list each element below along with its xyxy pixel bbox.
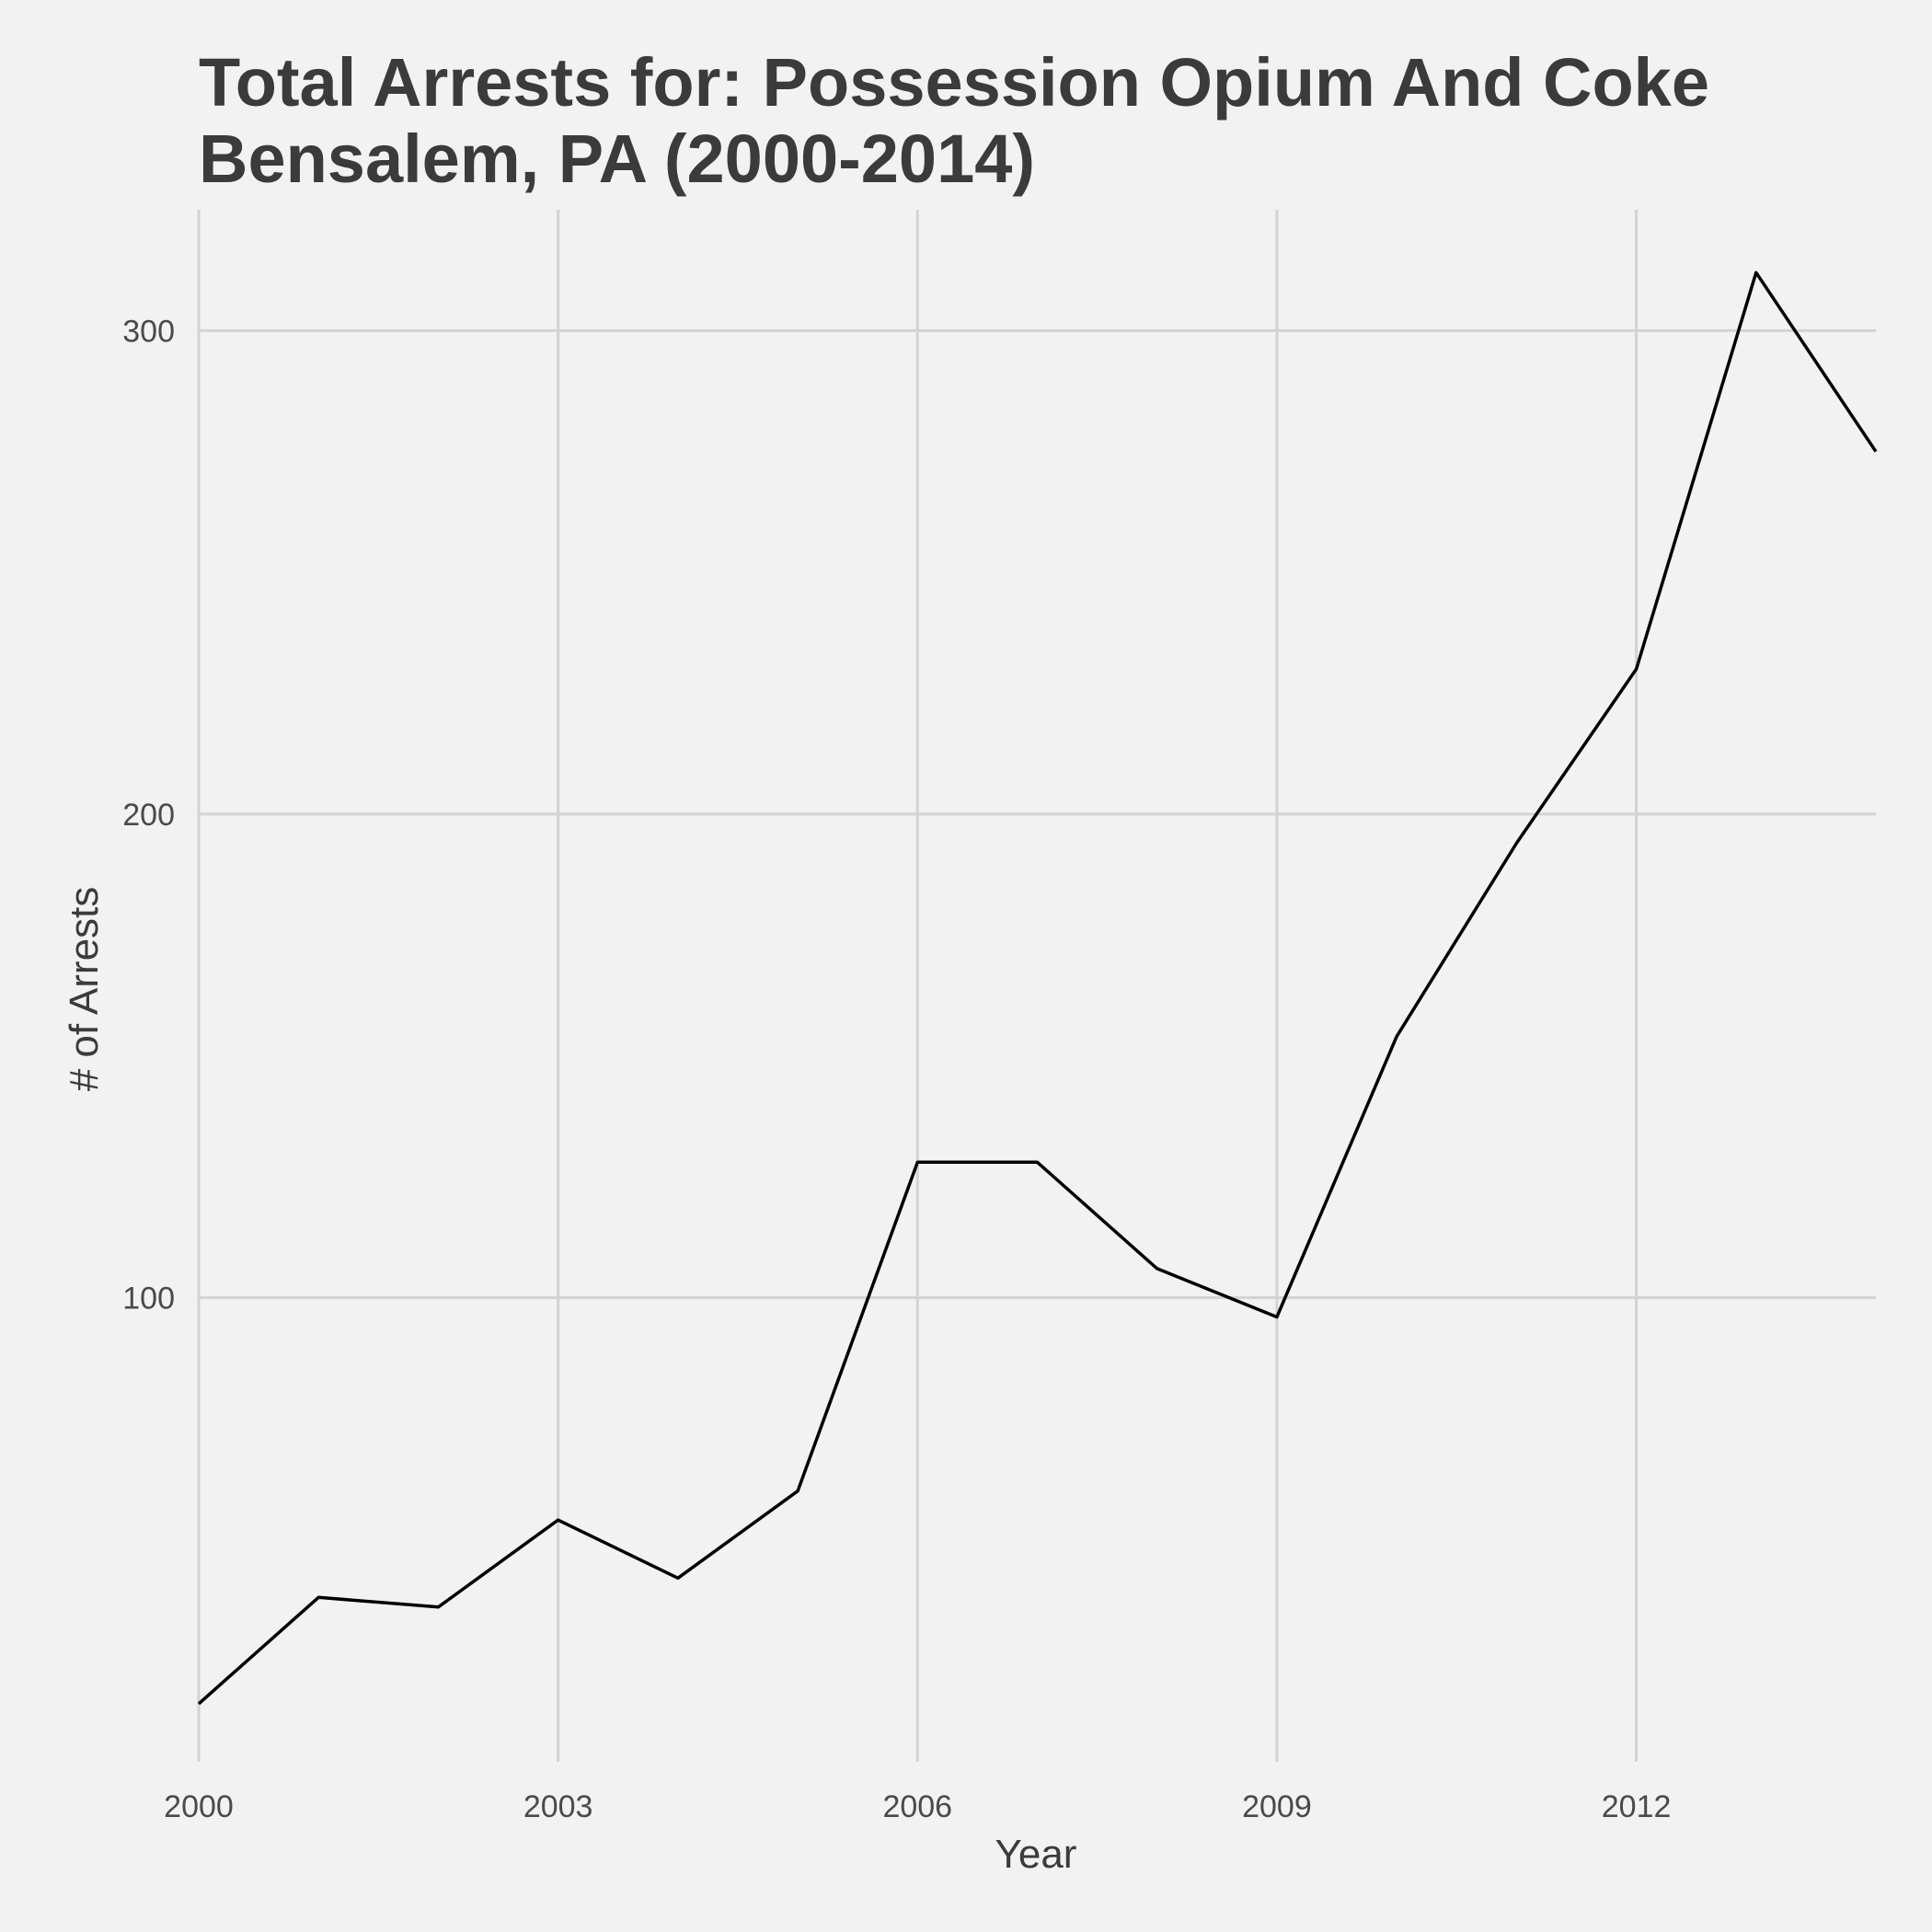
- x-tick-labels: 2000 2003 2006 2009 2012: [164, 1789, 1671, 1824]
- vertical-gridlines: [197, 210, 1639, 1762]
- series-line-0: [197, 270, 1878, 1706]
- series-layer: [197, 270, 1878, 1706]
- chart-title: Total Arrests for: Possession Opium And …: [199, 44, 1709, 121]
- chart-subtitle: Bensalem, PA (2000-2014): [199, 121, 1035, 197]
- y-tick-labels: 100 200 300: [122, 314, 175, 1316]
- x-tick-label-2006: 2006: [882, 1789, 952, 1824]
- x-tick-label-2003: 2003: [523, 1789, 593, 1824]
- x-tick-label-2012: 2012: [1602, 1789, 1672, 1824]
- x-axis-label: Year: [995, 1832, 1077, 1877]
- x-tick-label-2000: 2000: [164, 1789, 234, 1824]
- y-tick-label-200: 200: [122, 798, 175, 833]
- y-tick-label-300: 300: [122, 314, 175, 349]
- y-tick-label-100: 100: [122, 1281, 175, 1316]
- x-tick-label-2009: 2009: [1242, 1789, 1312, 1824]
- horizontal-gridlines: [199, 328, 1876, 1299]
- y-axis-label: # of Arrests: [62, 887, 107, 1092]
